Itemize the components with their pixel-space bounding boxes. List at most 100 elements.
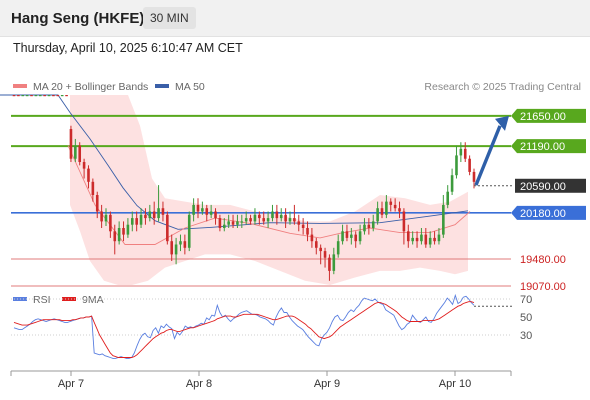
candle-body xyxy=(350,234,353,238)
candle xyxy=(350,228,353,245)
candle xyxy=(91,178,95,202)
rsi-tick-label: 30 xyxy=(520,330,532,342)
candle-body xyxy=(34,95,38,97)
candle-body xyxy=(341,231,344,242)
candle-body xyxy=(30,95,33,97)
candle xyxy=(271,204,274,222)
level-tag-label: 21190.00 xyxy=(520,141,565,153)
candle xyxy=(69,125,73,163)
candle-body xyxy=(389,201,393,205)
candle-body xyxy=(310,234,314,242)
candle-body xyxy=(328,257,331,271)
candle xyxy=(12,95,16,97)
candle-body xyxy=(437,234,441,242)
candle-body xyxy=(301,224,305,228)
candle xyxy=(240,214,244,228)
candle-body xyxy=(323,251,327,258)
candle-body xyxy=(297,221,301,225)
candle xyxy=(463,142,467,163)
candle-body xyxy=(236,221,239,225)
candle-body xyxy=(345,231,349,238)
candle xyxy=(262,211,266,225)
candle xyxy=(380,201,384,219)
candle-body xyxy=(420,234,423,242)
candle-body xyxy=(249,218,252,222)
candle xyxy=(52,95,55,97)
price-level-labels: 21650.00 21190.00 20180.00 19480.00 19070.00… xyxy=(511,108,586,293)
candle xyxy=(205,204,209,222)
candle-body xyxy=(358,231,362,242)
candle xyxy=(437,228,441,245)
candle-body xyxy=(109,214,112,232)
candle xyxy=(420,228,423,245)
candle-body xyxy=(60,95,64,97)
candle xyxy=(25,95,29,97)
candle xyxy=(442,195,445,238)
last-price-tag-background xyxy=(515,178,586,193)
candle xyxy=(363,218,366,235)
candle-body xyxy=(231,221,235,225)
candle-body xyxy=(139,214,143,225)
candle-body xyxy=(113,231,117,242)
candle-body xyxy=(56,95,60,97)
candle-body xyxy=(100,211,103,222)
candle xyxy=(78,142,82,166)
candle-body xyxy=(65,95,68,97)
level-tag-label: 21650.00 xyxy=(520,111,566,123)
candle-body xyxy=(87,168,90,182)
ma50-line xyxy=(0,94,469,230)
candle xyxy=(104,208,108,227)
candle xyxy=(314,237,318,255)
candle-body xyxy=(293,218,296,222)
timeframe-selector[interactable]: 30 MIN xyxy=(143,7,196,29)
candle xyxy=(310,228,314,248)
candle xyxy=(411,231,414,245)
candle-body xyxy=(415,237,419,242)
candle xyxy=(446,185,450,209)
candle-body xyxy=(380,208,384,215)
candle xyxy=(135,211,138,232)
candle-body xyxy=(157,208,160,219)
candle-body xyxy=(74,145,77,159)
candle xyxy=(301,218,305,235)
candle-body xyxy=(288,218,292,222)
candle-body xyxy=(192,204,195,215)
candle-body xyxy=(376,208,379,222)
candle-body xyxy=(170,241,174,255)
candle-body xyxy=(442,204,445,235)
candle xyxy=(161,201,165,222)
price-legend: MA 20 + Bollinger Bands MA 50 Research ©… xyxy=(13,81,581,93)
candle-body xyxy=(148,211,152,219)
candle-body xyxy=(52,95,55,97)
candle-body xyxy=(279,214,283,219)
candle xyxy=(249,214,252,225)
candle-body xyxy=(468,158,471,172)
candle xyxy=(100,204,103,228)
candle xyxy=(21,95,25,97)
candle-body xyxy=(433,237,436,242)
candle xyxy=(472,168,476,189)
candle-body xyxy=(367,224,371,228)
support-level-label: 19070.00 xyxy=(520,281,566,293)
ma20-legend-label: MA 20 + Bollinger Bands xyxy=(33,81,148,93)
candle-body xyxy=(12,95,16,97)
candle xyxy=(306,221,309,242)
candle-body xyxy=(69,129,73,159)
candle-body xyxy=(117,228,121,242)
candle-body xyxy=(104,214,108,222)
candle xyxy=(376,201,379,225)
ma50-legend-swatch xyxy=(155,84,169,88)
candle xyxy=(130,211,134,232)
forecast-arrow-head xyxy=(495,115,509,131)
candle-body xyxy=(253,214,257,222)
candle-body xyxy=(95,195,99,212)
candle-body xyxy=(17,95,20,97)
candle-body xyxy=(201,208,204,212)
candle-body xyxy=(363,224,366,232)
candle-body xyxy=(336,241,340,255)
forecast-arrow-shaft xyxy=(474,125,502,186)
last-price-label: 20590.00 xyxy=(520,181,566,193)
time-axis-label: Apr 8 xyxy=(186,378,212,390)
candle xyxy=(279,208,283,222)
candle xyxy=(258,211,261,225)
